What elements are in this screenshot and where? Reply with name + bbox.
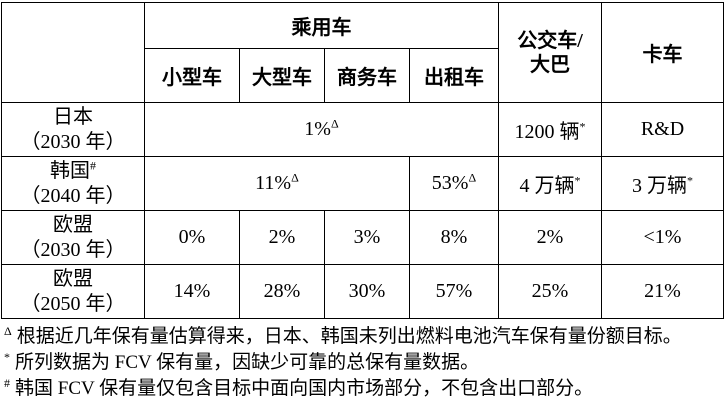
row-label-eu-2030: 欧盟 （2030 年） bbox=[1, 210, 145, 265]
row-label-eu-2050: 欧盟 （2050 年） bbox=[1, 264, 145, 319]
table-row-japan-2030: 日本 （2030 年） 1%Δ 1200 辆* R&D bbox=[1, 102, 724, 157]
table-row-korea-2040: 韩国# （2040 年） 11%Δ 53%Δ 4 万辆* 3 万辆* bbox=[1, 156, 724, 211]
footnote-marker-delta: Δ bbox=[291, 170, 299, 185]
col-header-large-car: 大型车 bbox=[239, 48, 325, 103]
header-row-groups: 乘用车 公交车/ 大巴 卡车 bbox=[1, 2, 724, 103]
cell-eu2030-bus: 2% bbox=[498, 210, 602, 265]
col-header-passenger-group: 乘用车 bbox=[144, 2, 499, 49]
cell-korea-truck: 3 万辆* bbox=[601, 156, 724, 211]
cell-eu2030-truck: <1% bbox=[601, 210, 724, 265]
cell-eu2050-large-car: 28% bbox=[239, 264, 325, 319]
footnote-marker-asterisk: * bbox=[574, 173, 581, 188]
footnote-marker-asterisk: * bbox=[687, 173, 693, 188]
col-header-truck: 卡车 bbox=[601, 2, 724, 103]
header-row-subcolumns: 小型车 大型车 商务车 出租车 bbox=[2, 48, 724, 103]
row-label-japan-2030: 日本 （2030 年） bbox=[1, 102, 145, 157]
cell-korea-passenger: 11%Δ bbox=[144, 156, 410, 211]
cell-japan-passenger: 1%Δ bbox=[144, 102, 499, 157]
row-label-year: （2050 年） bbox=[20, 292, 126, 315]
row-label-country: 韩国# bbox=[50, 157, 96, 182]
footnote-marker-hash: # bbox=[90, 157, 96, 172]
footnote-hash: # 韩国 FCV 保有量仅包含目标中面向国内市场部分，不包含出口部分。 bbox=[4, 376, 724, 402]
row-label-year: （2030 年） bbox=[20, 130, 126, 153]
col-header-bus: 公交车/ 大巴 bbox=[498, 2, 602, 103]
fcv-targets-table: 乘用车 公交车/ 大巴 卡车 小型车 大型车 商务车 出租车 日本 （2030 … bbox=[1, 2, 724, 319]
col-header-taxi: 出租车 bbox=[409, 48, 499, 103]
cell-japan-bus: 1200 辆* bbox=[498, 102, 602, 157]
footnote-marker-asterisk: * bbox=[579, 119, 586, 134]
table-row-eu-2030: 欧盟 （2030 年） 0% 2% 3% 8% 2% <1% bbox=[1, 210, 724, 265]
col-header-small-car: 小型车 bbox=[144, 48, 240, 103]
footnote-text: 韩国 FCV 保有量仅包含目标中面向国内市场部分，不包含出口部分。 bbox=[15, 378, 594, 399]
footnote-marker-delta: Δ bbox=[468, 170, 477, 185]
footnote-marker-delta: Δ bbox=[4, 323, 12, 338]
cell-eu2030-small-car: 0% bbox=[144, 210, 240, 265]
col-header-business-car: 商务车 bbox=[324, 48, 410, 103]
footnote-marker-asterisk: * bbox=[4, 349, 10, 364]
cell-eu2030-business-car: 3% bbox=[324, 210, 410, 265]
row-label-country: 欧盟 bbox=[53, 267, 93, 290]
footnote-marker-hash: # bbox=[4, 375, 10, 390]
cell-eu2050-business-car: 30% bbox=[324, 264, 410, 319]
footnotes: Δ 根据近几年保有量估算得来，日本、韩国未列出燃料电池汽车保有量份额目标。 * 所列… bbox=[1, 324, 724, 402]
cell-japan-truck: R&D bbox=[601, 102, 724, 157]
cell-eu2050-bus: 25% bbox=[498, 264, 602, 319]
cell-eu2050-truck: 21% bbox=[601, 264, 724, 319]
footnote-delta: Δ 根据近几年保有量估算得来，日本、韩国未列出燃料电池汽车保有量份额目标。 bbox=[4, 324, 724, 350]
row-label-year: （2040 年） bbox=[20, 184, 126, 207]
corner-cell bbox=[1, 2, 145, 103]
footnote-text: 所列数据为 FCV 保有量，因缺少可靠的总保有量数据。 bbox=[15, 352, 480, 373]
row-label-korea-2040: 韩国# （2040 年） bbox=[1, 156, 145, 211]
cell-eu2050-small-car: 14% bbox=[144, 264, 240, 319]
cell-korea-taxi: 53%Δ bbox=[409, 156, 499, 211]
cell-eu2030-taxi: 8% bbox=[409, 210, 499, 265]
cell-eu2030-large-car: 2% bbox=[239, 210, 325, 265]
footnote-marker-delta: Δ bbox=[330, 116, 339, 131]
row-label-year: （2030 年） bbox=[20, 238, 126, 261]
row-label-country: 欧盟 bbox=[53, 213, 93, 236]
cell-eu2050-taxi: 57% bbox=[409, 264, 499, 319]
table-row-eu-2050: 欧盟 （2050 年） 14% 28% 30% 57% 25% 21% bbox=[1, 264, 724, 319]
footnote-asterisk: * 所列数据为 FCV 保有量，因缺少可靠的总保有量数据。 bbox=[4, 350, 724, 376]
cell-korea-bus: 4 万辆* bbox=[498, 156, 602, 211]
footnote-text: 根据近几年保有量估算得来，日本、韩国未列出燃料电池汽车保有量份额目标。 bbox=[16, 326, 682, 347]
row-label-country: 日本 bbox=[53, 105, 93, 128]
